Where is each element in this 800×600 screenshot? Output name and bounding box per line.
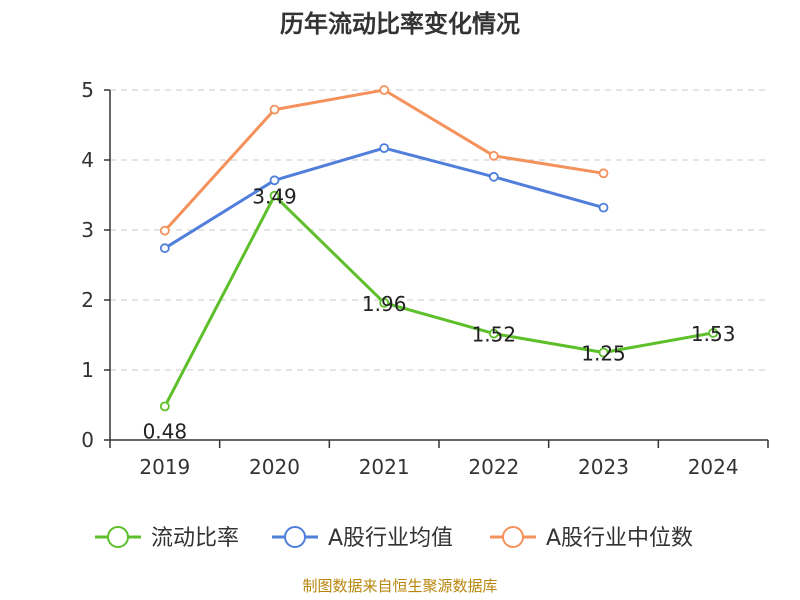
data-label: 1.52 [472, 323, 517, 347]
data-point-1[interactable] [269, 175, 280, 186]
legend-swatch-marker [502, 526, 524, 548]
data-point-2[interactable] [598, 168, 609, 179]
x-tick-label: 2023 [578, 455, 629, 479]
data-label: 1.25 [581, 342, 626, 366]
data-point-1[interactable] [488, 171, 499, 182]
chart-title: 历年流动比率变化情况 [280, 10, 520, 38]
data-label: 0.48 [143, 419, 188, 443]
y-tick-label: 2 [81, 288, 94, 312]
series-line-2 [163, 88, 604, 232]
data-point-0[interactable] [269, 190, 280, 201]
x-tick-label: 2021 [359, 455, 410, 479]
legend-label: 流动比率 [151, 526, 239, 551]
series-line-0 [163, 194, 714, 408]
y-tick-label: 0 [81, 428, 94, 452]
grid-lines [110, 89, 768, 371]
x-tick-label: 2024 [688, 455, 739, 479]
data-point-2[interactable] [269, 104, 280, 115]
data-point-0[interactable] [379, 297, 390, 308]
legend-label: A股行业均值 [328, 526, 453, 551]
legend-item-0[interactable]: 流动比率 [95, 526, 239, 551]
data-labels: 0.48 3.49 1.96 1.52 1.25 1.53 [143, 185, 736, 444]
data-point-1[interactable] [159, 243, 170, 254]
axes: 0 1 2 3 4 5 2019 2020 2021 2022 2023 2024 [81, 78, 769, 479]
x-tick-label: 2020 [249, 455, 300, 479]
data-point-2[interactable] [488, 150, 499, 161]
y-tick-label: 4 [81, 148, 94, 172]
x-tick-label: 2022 [468, 455, 519, 479]
data-point-0[interactable] [488, 328, 499, 339]
data-point-2[interactable] [379, 85, 390, 95]
data-point-1[interactable] [379, 143, 390, 154]
data-point-2[interactable] [159, 225, 170, 236]
data-point-0[interactable] [708, 327, 719, 338]
legend-label: A股行业中位数 [546, 526, 693, 551]
data-point-0[interactable] [159, 401, 170, 412]
legend-swatch-marker [284, 526, 306, 548]
data-point-0[interactable] [598, 347, 609, 358]
source-note: 制图数据来自恒生聚源数据库 [302, 577, 497, 595]
y-tick-label: 5 [81, 78, 94, 102]
data-point-1[interactable] [598, 202, 609, 213]
legend[interactable]: 流动比率 A股行业均值 A股行业中位数 [95, 526, 693, 551]
data-label: 1.53 [691, 322, 736, 346]
legend-swatch-marker [107, 526, 129, 548]
y-tick-label: 3 [81, 218, 94, 242]
legend-item-1[interactable]: A股行业均值 [272, 526, 453, 551]
legend-item-2[interactable]: A股行业中位数 [490, 526, 693, 551]
data-label: 3.49 [252, 185, 297, 209]
data-label: 1.96 [362, 292, 407, 316]
y-tick-label: 1 [81, 358, 94, 382]
series-lines [159, 85, 719, 412]
x-tick-label: 2019 [139, 455, 190, 479]
